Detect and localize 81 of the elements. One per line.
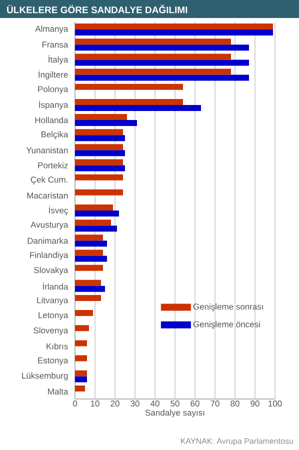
x-tick-label: 50: [170, 400, 180, 407]
bar: [74, 250, 103, 256]
y-tick-label: Lüksemburg: [22, 372, 68, 380]
y-tick-label: Litvanya: [37, 297, 68, 305]
bar: [74, 174, 123, 180]
y-tick-label: Kıbrıs: [46, 343, 68, 350]
bar: [74, 135, 125, 142]
y-tick-label: Yunanistan: [26, 147, 68, 154]
legend-label: Genişleme sonrası: [193, 303, 263, 312]
x-tick-label: 40: [150, 400, 160, 407]
y-tick-label: Portekiz: [38, 162, 68, 168]
bar: [74, 114, 127, 120]
bar: [74, 310, 93, 316]
y-tick-label: İngiltere: [38, 70, 68, 80]
bar: [74, 264, 103, 271]
bar: [74, 294, 101, 301]
bar: [74, 370, 87, 376]
bar: [74, 98, 183, 105]
x-tick-label: 10: [90, 400, 100, 407]
bar: [74, 24, 273, 30]
y-tick-label: İrlanda: [42, 282, 68, 290]
y-tick-label: Estonya: [38, 357, 68, 366]
legend-label: Genişleme öncesi: [193, 321, 260, 330]
bar: [74, 210, 119, 217]
bar: [74, 60, 249, 66]
bar: [74, 144, 123, 150]
y-tick-label: Danimarka: [28, 238, 68, 244]
bar: [74, 256, 107, 262]
y-tick-label: Hollanda: [35, 116, 68, 124]
x-tick-label: 0: [72, 400, 78, 407]
bar: [74, 30, 273, 36]
bar: [74, 376, 87, 382]
x-tick-label: 100: [268, 400, 282, 407]
y-tick-label: İspanya: [39, 100, 68, 110]
x-tick-label: 90: [250, 400, 260, 407]
bar: [74, 74, 249, 81]
chart-title: ÜLKELERE GÖRE SANDALYE DAĞILIMI: [7, 4, 188, 14]
bar: [74, 120, 137, 126]
y-tick-label: Malta: [48, 388, 68, 395]
bar: [74, 129, 123, 136]
bar: [74, 150, 125, 156]
bar: [74, 104, 201, 111]
bar: [74, 220, 111, 226]
y-tick-label: Letonya: [38, 312, 68, 320]
bar: [74, 159, 123, 166]
y-tick-label: Slovenya: [34, 327, 68, 336]
bar: [74, 355, 87, 362]
y-tick-label: Almanya: [35, 26, 68, 34]
bar: [74, 385, 85, 392]
x-tick-label: 80: [230, 400, 240, 407]
y-tick-label: İsveç: [49, 206, 68, 216]
y-tick-label: İtalya: [48, 55, 68, 64]
bar: [74, 340, 87, 346]
x-tick-label: 20: [110, 400, 120, 407]
x-axis-title: Sandalye sayısı: [145, 409, 204, 418]
bar: [74, 286, 105, 292]
bar: [74, 280, 101, 286]
x-tick-label: 30: [130, 400, 140, 407]
x-tick-label: 70: [210, 400, 220, 407]
bar: [74, 165, 125, 172]
y-tick-label: Slovakya: [34, 266, 68, 275]
bar: [74, 54, 231, 60]
bar: [74, 234, 103, 241]
bar: [74, 44, 249, 51]
bar: [74, 204, 113, 210]
text: KAYNAK: Avrupa Parlamentosu: [181, 438, 293, 446]
y-tick-label: Belçika: [41, 131, 68, 140]
bar: [74, 240, 107, 247]
y-tick-label: Finlandiya: [30, 252, 68, 260]
bar: [74, 189, 123, 196]
bar: [74, 226, 117, 232]
y-tick-label: Fransa: [42, 42, 68, 48]
y-tick-label: Polonya: [38, 86, 68, 94]
y-tick-label: Avusturya: [30, 222, 68, 230]
bar: [74, 325, 89, 332]
x-tick-label: 60: [190, 400, 200, 407]
y-tick-label: Çek Cum.: [30, 176, 68, 184]
bar: [74, 68, 231, 75]
bar: [74, 38, 231, 45]
bar: [74, 84, 183, 90]
y-tick-label: Macaristan: [27, 192, 68, 199]
